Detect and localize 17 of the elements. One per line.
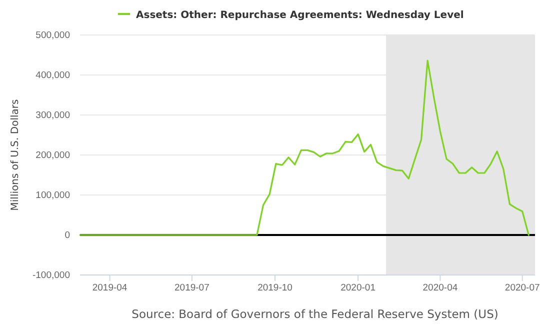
source-note: Source: Board of Governors of the Federal Reserve System (US) [132,307,498,321]
y-tick-label: -100,000 [32,270,70,282]
x-tick-label: 2019-10 [258,282,292,294]
line-series [79,60,530,236]
x-tick-label: 2020-04 [422,282,458,294]
y-tick-label: 0 [64,230,70,242]
legend-label: Assets: Other: Repurchase Agreements: Wednesday Level [136,10,464,21]
y-axis-title: Millions of U.S. Dollars [10,99,21,211]
x-tick-label: 2020-01 [340,282,376,294]
y-tick-label: 300,000 [36,110,70,122]
y-tick-label: 100,000 [36,190,70,202]
x-tick-label: 2020-07 [504,282,540,294]
y-tick-label: 400,000 [36,70,70,82]
x-tick-label: 2019-07 [174,282,210,294]
y-tick-label: 200,000 [36,150,70,162]
y-tick-label: 500,000 [36,30,70,42]
x-tick-label: 2019-04 [92,282,128,294]
